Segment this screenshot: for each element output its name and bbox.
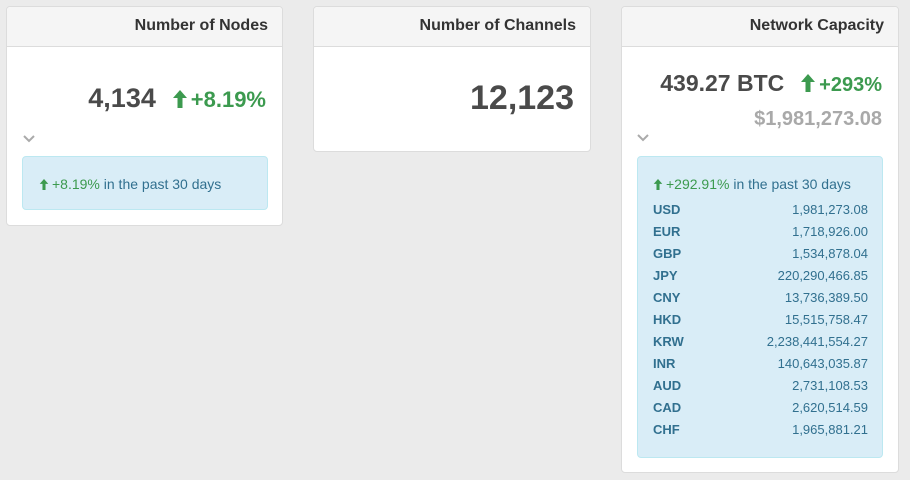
arrow-up-icon — [172, 90, 187, 108]
table-row: CHF 1,965,881.21 — [653, 418, 868, 440]
arrow-up-icon — [801, 74, 816, 92]
currency-code: CNY — [653, 289, 681, 305]
currency-value: 13,736,389.50 — [784, 289, 868, 305]
nodes-summary-box: +8.19% in the past 30 days — [22, 156, 268, 210]
channels-card: Number of Channels 12,123 — [313, 6, 591, 152]
channels-count: 12,123 — [470, 79, 574, 117]
currency-rates-table: USD 1,981,273.08 EUR 1,718,926.00 GBP 1,534… — [653, 198, 868, 440]
currency-value: 2,731,108.53 — [792, 377, 868, 393]
table-row: KRW 2,238,441,554.27 — [653, 330, 868, 352]
currency-code: CAD — [653, 399, 682, 415]
nodes-change: +8.19% — [190, 87, 266, 112]
table-row: AUD 2,731,108.53 — [653, 374, 868, 396]
table-row: INR 140,643,035.87 — [653, 352, 868, 374]
currency-code: INR — [653, 355, 676, 371]
capacity-summary-text: in the past 30 days — [733, 176, 851, 192]
capacity-usd: $1,981,273.08 — [754, 108, 882, 130]
nodes-card: Number of Nodes 4,134 +8.19% +8.19% in t… — [6, 6, 283, 226]
currency-value: 220,290,466.85 — [777, 267, 868, 283]
currency-value: 1,981,273.08 — [792, 201, 868, 217]
chevron-down-icon[interactable] — [637, 134, 649, 142]
table-row: USD 1,981,273.08 — [653, 198, 868, 220]
capacity-change: +293% — [819, 74, 882, 96]
nodes-stat: 4,134 +8.19% — [88, 83, 266, 114]
chevron-down-icon[interactable] — [23, 135, 35, 143]
arrow-up-icon — [39, 179, 49, 190]
currency-code: GBP — [653, 245, 682, 261]
table-row: CNY 13,736,389.50 — [653, 286, 868, 308]
currency-value: 15,515,758.47 — [784, 311, 868, 327]
table-row: JPY 220,290,466.85 — [653, 264, 868, 286]
table-row: EUR 1,718,926.00 — [653, 220, 868, 242]
table-row: GBP 1,534,878.04 — [653, 242, 868, 264]
currency-code: EUR — [653, 223, 681, 239]
nodes-card-title: Number of Nodes — [7, 7, 282, 47]
currency-code: KRW — [653, 333, 684, 349]
capacity-summary-line: +292.91% in the past 30 days — [653, 176, 868, 192]
currency-code: CHF — [653, 421, 680, 437]
currency-value: 2,620,514.59 — [792, 399, 868, 415]
nodes-summary-line: +8.19% in the past 30 days — [39, 176, 267, 192]
currency-value: 1,718,926.00 — [792, 223, 868, 239]
table-row: HKD 15,515,758.47 — [653, 308, 868, 330]
nodes-summary-change: +8.19% — [52, 176, 100, 192]
nodes-count: 4,134 — [88, 83, 156, 113]
currency-value: 2,238,441,554.27 — [766, 333, 868, 349]
currency-value: 1,965,881.21 — [792, 421, 868, 437]
channels-card-title: Number of Channels — [314, 7, 590, 47]
currency-value: 1,534,878.04 — [792, 245, 868, 261]
currency-code: JPY — [653, 267, 678, 283]
capacity-summary-change: +292.91% — [666, 176, 730, 192]
capacity-summary-box: +292.91% in the past 30 days USD 1,981,27… — [637, 156, 883, 458]
table-row: CAD 2,620,514.59 — [653, 396, 868, 418]
capacity-stat: 439.27 BTC +293% — [660, 70, 882, 97]
currency-code: AUD — [653, 377, 682, 393]
nodes-summary-text: in the past 30 days — [103, 176, 222, 192]
capacity-btc: 439.27 BTC — [660, 70, 785, 96]
currency-code: HKD — [653, 311, 682, 327]
capacity-card-title: Network Capacity — [622, 7, 898, 47]
currency-value: 140,643,035.87 — [777, 355, 868, 371]
arrow-up-icon — [653, 179, 663, 190]
capacity-card: Network Capacity 439.27 BTC +293% $1,981… — [621, 6, 899, 473]
currency-code: USD — [653, 201, 681, 217]
